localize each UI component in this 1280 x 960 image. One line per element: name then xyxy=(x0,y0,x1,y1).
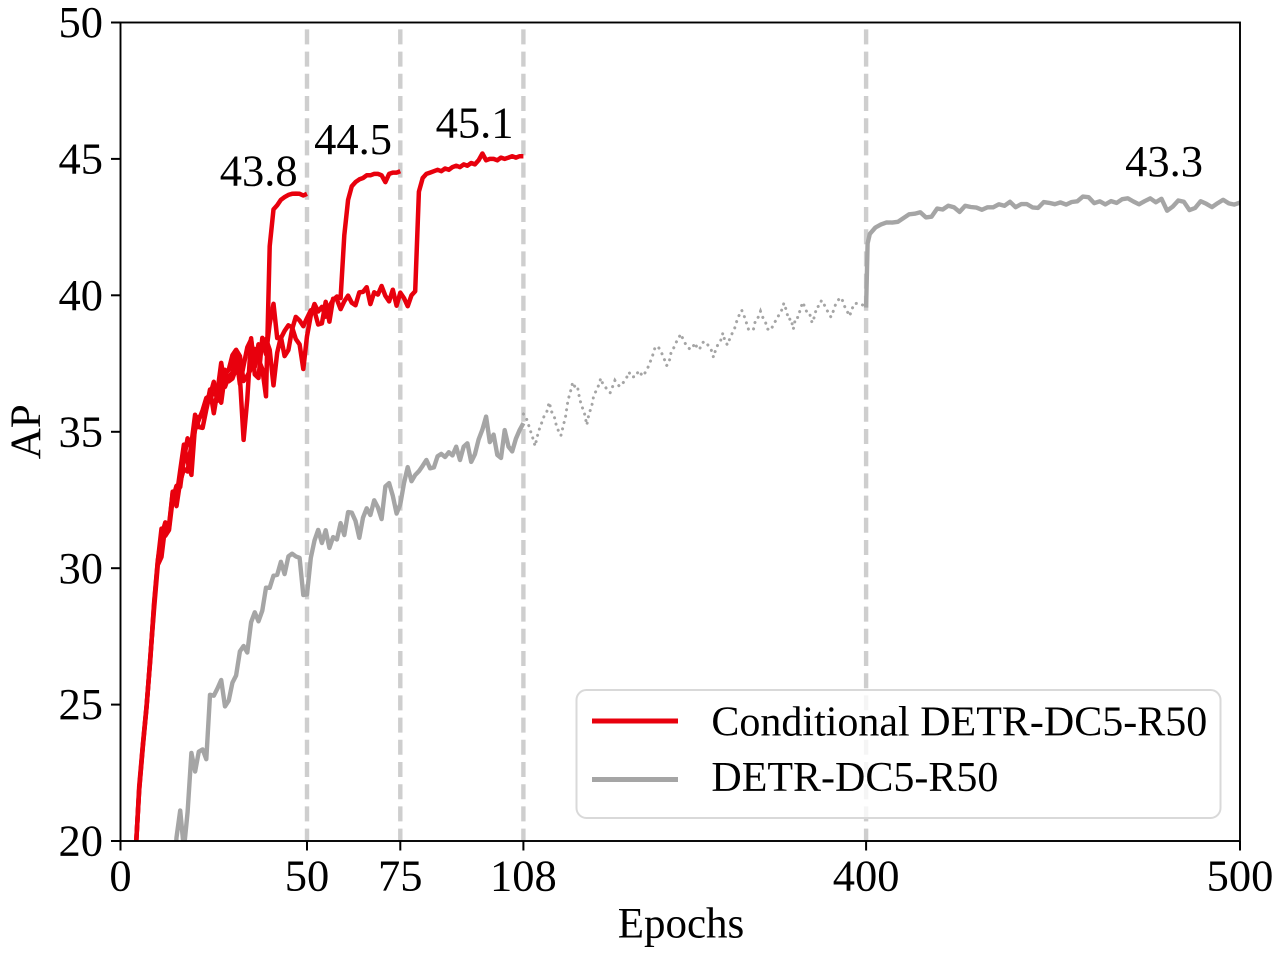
svg-text:75: 75 xyxy=(378,851,423,901)
svg-text:50: 50 xyxy=(285,851,330,901)
svg-text:500: 500 xyxy=(1207,851,1274,901)
svg-text:DETR-DC5-R50: DETR-DC5-R50 xyxy=(711,755,998,801)
svg-text:45: 45 xyxy=(59,134,104,184)
svg-text:0: 0 xyxy=(109,851,131,901)
svg-text:Conditional DETR-DC5-R50: Conditional DETR-DC5-R50 xyxy=(711,700,1207,746)
svg-text:400: 400 xyxy=(833,851,900,901)
svg-text:25: 25 xyxy=(59,679,104,729)
svg-text:108: 108 xyxy=(490,851,557,901)
svg-text:AP: AP xyxy=(3,404,50,459)
svg-text:20: 20 xyxy=(59,816,104,866)
svg-text:43.3: 43.3 xyxy=(1125,136,1203,186)
svg-text:50: 50 xyxy=(59,0,104,47)
svg-text:Epochs: Epochs xyxy=(618,901,745,948)
svg-text:30: 30 xyxy=(59,543,104,593)
svg-text:35: 35 xyxy=(59,406,104,456)
svg-text:43.8: 43.8 xyxy=(220,146,298,196)
svg-text:40: 40 xyxy=(59,270,104,320)
svg-text:44.5: 44.5 xyxy=(314,114,392,164)
svg-text:45.1: 45.1 xyxy=(436,98,514,148)
